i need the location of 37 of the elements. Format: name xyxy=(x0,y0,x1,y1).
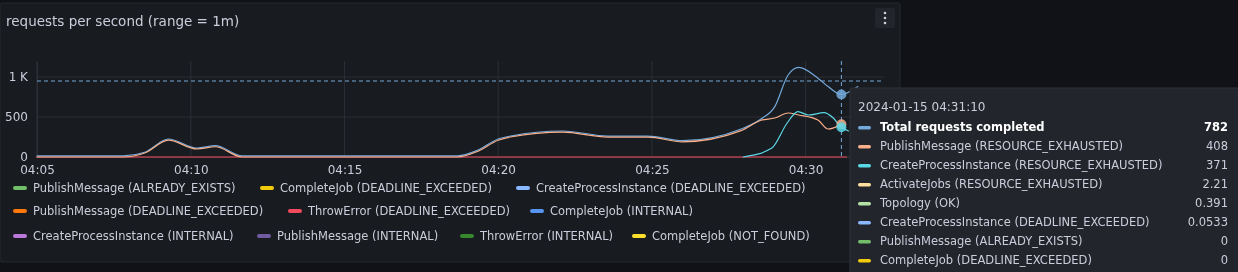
y-tick-label: 1 K xyxy=(8,70,30,85)
x-tick-label: 04:20 xyxy=(481,162,516,177)
legend-label: CreateProcessInstance (INTERNAL) xyxy=(33,229,234,243)
legend-label: CompleteJob (INTERNAL) xyxy=(550,204,693,218)
legend-label: CompleteJob (NOT_FOUND) xyxy=(652,229,810,243)
legend-label: CreateProcessInstance (RESOURCE_EXHAUSTED) xyxy=(880,158,1163,172)
annotation: 2024-01-15 04:31:10 xyxy=(858,100,986,114)
legend-label: CreateProcessInstance (DEADLINE_EXCEEDED) xyxy=(536,181,806,195)
legend-label: ActivateJobs (RESOURCE_EXHAUSTED) xyxy=(880,177,1103,191)
x-tick-label: 04:05 xyxy=(20,162,55,177)
text: 2.21 xyxy=(1202,177,1228,191)
chart-title: requests per second (range = 1m) xyxy=(6,13,240,29)
legend-label: PublishMessage (ALREADY_EXISTS) xyxy=(33,181,236,195)
text: 0.0533 xyxy=(1187,215,1228,229)
legend-label: PublishMessage (RESOURCE_EXHAUSTED) xyxy=(880,139,1124,153)
text: 408 xyxy=(1206,139,1228,153)
x-tick-label: 04:15 xyxy=(327,162,363,177)
legend-label: PublishMessage (INTERNAL) xyxy=(277,229,439,243)
y-tick-label: 0 xyxy=(20,150,28,165)
legend-label: PublishMessage (DEADLINE_EXCEEDED) xyxy=(33,204,264,218)
text: CreateProcessInstance (DEADLINE_EXCEEDED) xyxy=(880,215,1150,229)
text: 371 xyxy=(1206,158,1228,172)
legend-label: Topology (OK) xyxy=(879,196,961,210)
x-tick-label: 04:25 xyxy=(635,162,670,177)
legend-label: ThrowError (DEADLINE_EXCEEDED) xyxy=(307,204,510,218)
y-tick-label: 500 xyxy=(5,110,28,125)
legend-label: ThrowError (INTERNAL) xyxy=(479,229,614,243)
x-tick-label: 04:30 xyxy=(788,162,824,177)
text: CompleteJob (DEADLINE_EXCEEDED) xyxy=(880,253,1092,267)
text: 0.391 xyxy=(1195,196,1228,210)
text: 0 xyxy=(1220,253,1228,267)
text: 782 xyxy=(1203,120,1228,134)
legend-label: CompleteJob (DEADLINE_EXCEEDED) xyxy=(280,181,492,195)
legend-label: Total requests completed xyxy=(880,120,1045,134)
text: PublishMessage (ALREADY_EXISTS) xyxy=(880,234,1083,248)
x-tick-label: 04:10 xyxy=(174,162,209,177)
text: 0 xyxy=(1220,234,1228,248)
